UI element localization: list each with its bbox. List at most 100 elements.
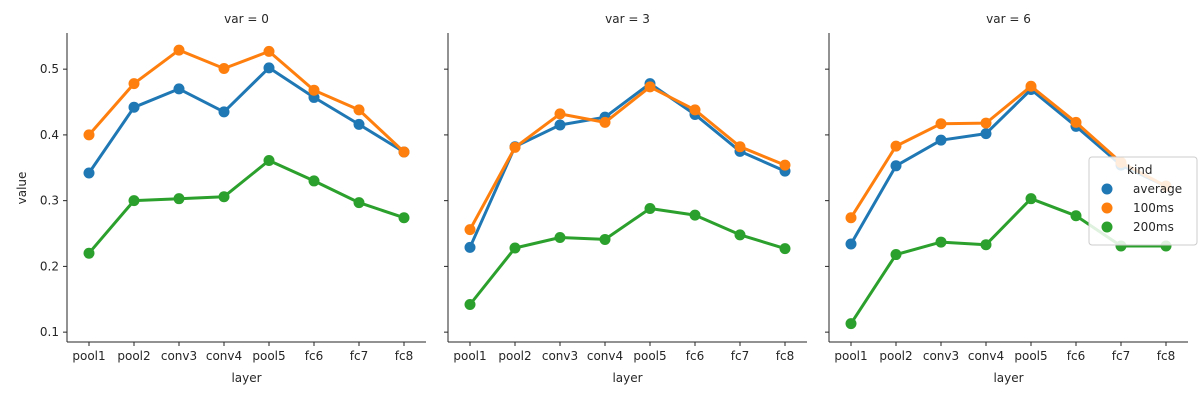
data-point-200ms bbox=[644, 203, 656, 215]
y-axis-label: value bbox=[15, 172, 29, 205]
data-point-100ms bbox=[308, 84, 320, 96]
data-point-100ms bbox=[779, 159, 791, 171]
x-axis-label: layer bbox=[231, 371, 261, 385]
data-point-average bbox=[128, 101, 140, 113]
data-point-200ms bbox=[734, 229, 746, 241]
x-tick-label: pool5 bbox=[1014, 349, 1047, 363]
data-point-100ms bbox=[644, 81, 656, 93]
data-point-100ms bbox=[218, 63, 230, 75]
x-tick-label: fc6 bbox=[1067, 349, 1085, 363]
data-point-200ms bbox=[83, 247, 95, 259]
data-point-average bbox=[845, 238, 857, 250]
data-point-100ms bbox=[398, 146, 410, 158]
data-point-200ms bbox=[128, 195, 140, 207]
legend-marker-100ms bbox=[1101, 202, 1113, 214]
data-point-100ms bbox=[509, 141, 521, 153]
legend-label-100ms: 100ms bbox=[1133, 201, 1174, 215]
x-tick-label: fc8 bbox=[1157, 349, 1175, 363]
data-point-100ms bbox=[1025, 80, 1037, 92]
series-line-100ms bbox=[849, 84, 1168, 220]
data-point-100ms bbox=[173, 44, 185, 56]
data-point-200ms bbox=[554, 231, 566, 243]
data-point-200ms bbox=[890, 249, 902, 261]
data-point-100ms bbox=[1070, 116, 1082, 128]
panel-title: var = 0 bbox=[224, 12, 269, 26]
data-point-average bbox=[935, 134, 947, 146]
x-tick-label: conv3 bbox=[923, 349, 959, 363]
data-point-100ms bbox=[263, 45, 275, 57]
x-tick-label: conv4 bbox=[968, 349, 1004, 363]
y-tick-label: 0.1 bbox=[40, 325, 59, 339]
x-tick-label: conv3 bbox=[542, 349, 578, 363]
x-tick-label: pool5 bbox=[633, 349, 666, 363]
data-point-200ms bbox=[509, 242, 521, 254]
data-point-200ms bbox=[845, 318, 857, 330]
data-point-100ms bbox=[353, 104, 365, 116]
series-line-200ms bbox=[468, 207, 787, 306]
y-tick-label: 0.2 bbox=[40, 259, 59, 273]
legend-marker-200ms bbox=[1101, 221, 1113, 233]
data-point-100ms bbox=[935, 118, 947, 130]
data-point-average bbox=[218, 106, 230, 118]
data-point-100ms bbox=[464, 224, 476, 236]
data-point-200ms bbox=[1025, 193, 1037, 205]
x-tick-label: pool2 bbox=[879, 349, 912, 363]
facet-panel-6: var = 6 pool1 pool2 conv3 conv4 pool5 fc6 fc7 fc… bbox=[825, 12, 1188, 385]
legend: kind average 100ms 200ms bbox=[1088, 156, 1198, 246]
data-point-200ms bbox=[779, 243, 791, 255]
x-tick-label: pool1 bbox=[834, 349, 867, 363]
data-point-100ms bbox=[734, 141, 746, 153]
legend-title: kind bbox=[1127, 163, 1153, 177]
data-point-100ms bbox=[554, 108, 566, 120]
x-tick-label: fc7 bbox=[350, 349, 368, 363]
data-point-100ms bbox=[845, 212, 857, 224]
data-point-average bbox=[464, 241, 476, 253]
series-line-100ms bbox=[87, 48, 406, 154]
data-point-200ms bbox=[689, 209, 701, 221]
data-point-average bbox=[83, 167, 95, 179]
legend-label-average: average bbox=[1133, 182, 1182, 196]
data-point-100ms bbox=[83, 129, 95, 141]
x-tick-label: conv4 bbox=[206, 349, 242, 363]
data-point-200ms bbox=[599, 233, 611, 245]
data-point-200ms bbox=[398, 212, 410, 224]
data-point-100ms bbox=[890, 140, 902, 152]
x-tick-label: pool1 bbox=[453, 349, 486, 363]
x-tick-label: pool2 bbox=[498, 349, 531, 363]
data-point-average bbox=[353, 118, 365, 130]
data-point-200ms bbox=[1070, 210, 1082, 222]
x-tick-label: fc8 bbox=[776, 349, 794, 363]
data-point-200ms bbox=[935, 236, 947, 248]
x-tick-label: fc6 bbox=[305, 349, 323, 363]
panel-title: var = 3 bbox=[605, 12, 650, 26]
x-tick-label: fc7 bbox=[1112, 349, 1130, 363]
x-tick-label: fc6 bbox=[686, 349, 704, 363]
data-point-200ms bbox=[353, 197, 365, 209]
x-tick-label: pool5 bbox=[252, 349, 285, 363]
data-point-average bbox=[554, 119, 566, 131]
facet-panel-3: var = 3 pool1 pool2 conv3 conv4 pool5 fc6 fc7 fc… bbox=[444, 12, 807, 385]
x-tick-label: conv3 bbox=[161, 349, 197, 363]
data-point-200ms bbox=[980, 239, 992, 251]
series-line-average bbox=[87, 66, 406, 175]
x-axis-label: layer bbox=[612, 371, 642, 385]
legend-marker-average bbox=[1101, 183, 1113, 195]
facet-panel-0: var = 0 0.1 0.2 0.3 0.4 0.5 pool1 pool2 conv3 con… bbox=[40, 12, 426, 385]
x-tick-label: pool2 bbox=[117, 349, 150, 363]
series-line-100ms bbox=[468, 85, 787, 232]
y-tick-label: 0.4 bbox=[40, 128, 59, 142]
x-tick-label: fc8 bbox=[395, 349, 413, 363]
y-tick-label: 0.5 bbox=[40, 62, 59, 76]
x-tick-label: pool1 bbox=[72, 349, 105, 363]
legend-label-200ms: 200ms bbox=[1133, 220, 1174, 234]
data-point-average bbox=[263, 62, 275, 74]
data-point-200ms bbox=[308, 175, 320, 187]
panel-title: var = 6 bbox=[986, 12, 1031, 26]
data-point-200ms bbox=[464, 299, 476, 311]
x-axis-label: layer bbox=[993, 371, 1023, 385]
data-point-average bbox=[980, 128, 992, 140]
data-point-100ms bbox=[689, 104, 701, 116]
data-point-average bbox=[890, 160, 902, 172]
x-tick-label: conv4 bbox=[587, 349, 623, 363]
